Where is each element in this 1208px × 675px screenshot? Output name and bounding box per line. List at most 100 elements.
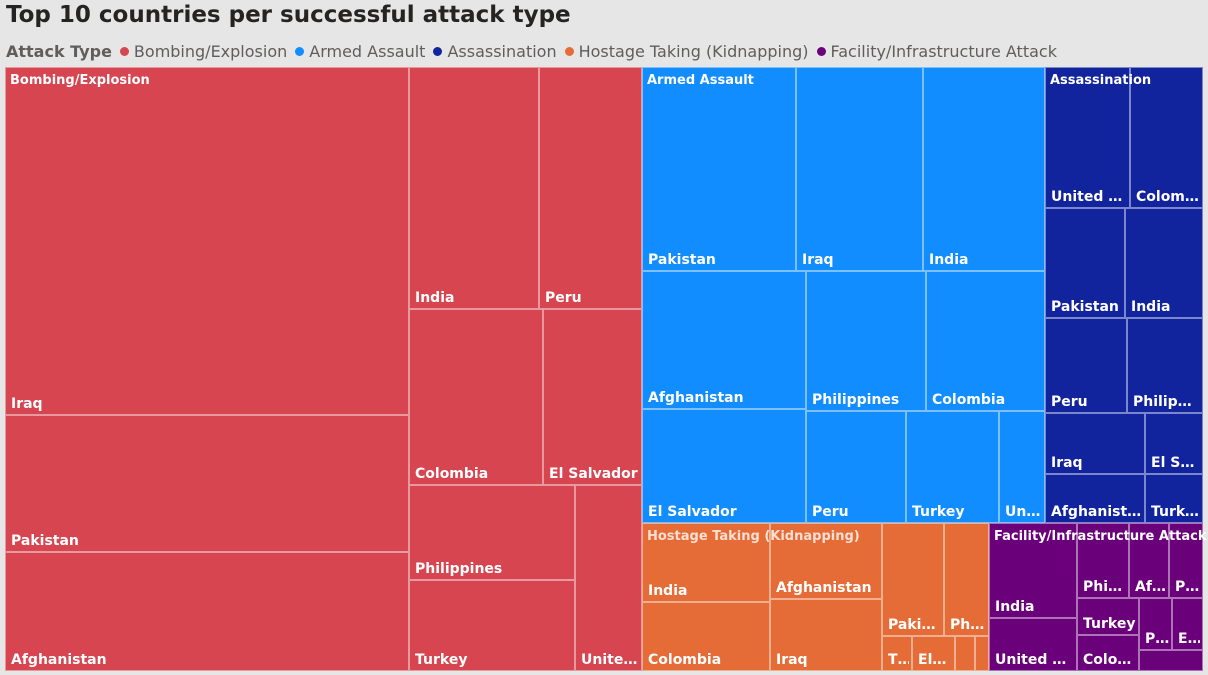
treemap-tile-facility-infrastructure-attack-phil[interactable]: Phil… xyxy=(1077,523,1129,598)
treemap-tile-bombing-explosion-philippines[interactable]: Philippines xyxy=(409,485,575,580)
treemap-tile-armed-assault-peru[interactable]: Peru xyxy=(806,411,906,523)
tile-label: Pakistan xyxy=(648,252,716,268)
tile-label: Philippines xyxy=(415,561,503,577)
tile-label: Iraq xyxy=(802,252,834,268)
tile-label: El Salvador xyxy=(648,504,737,520)
tile-label: Afghanistan xyxy=(11,652,107,668)
treemap-tile-facility-infrastructure-attack-e[interactable]: E… xyxy=(1172,598,1203,650)
treemap-tile-bombing-explosion-unite[interactable]: Unite… xyxy=(575,485,642,671)
treemap-tile-armed-assault-pakistan[interactable]: Pakistan xyxy=(642,67,796,271)
treemap-tile-bombing-explosion-iraq[interactable]: Iraq xyxy=(5,67,409,415)
treemap-tile-armed-assault-philippines[interactable]: Philippines xyxy=(806,271,926,411)
tile-label: Afghanistan xyxy=(648,390,744,406)
treemap-tile-hostage-taking-kidnapping-item-9[interactable] xyxy=(975,636,989,671)
treemap-tile-armed-assault-india[interactable]: India xyxy=(923,67,1045,271)
legend-label: Bombing/Explosion xyxy=(133,41,288,61)
treemap-tile-armed-assault-el-salvador[interactable]: El Salvador xyxy=(642,409,806,523)
legend-dot-icon xyxy=(119,46,129,56)
tile-label: Afghanistan xyxy=(776,580,872,596)
tile-label: Turkey xyxy=(1083,616,1136,632)
treemap-tile-bombing-explosion-india[interactable]: India xyxy=(409,67,539,309)
treemap-tile-armed-assault-uni[interactable]: Uni… xyxy=(999,411,1045,523)
tile-label: India xyxy=(1131,299,1171,315)
treemap-tile-armed-assault-turkey[interactable]: Turkey xyxy=(906,411,999,523)
tile-label: Peru xyxy=(812,504,849,520)
treemap-tile-assassination-philippi[interactable]: Philippi… xyxy=(1127,318,1203,413)
tile-label: Iraq xyxy=(1051,455,1083,471)
legend-dot-icon xyxy=(564,46,574,56)
tile-label: India xyxy=(415,290,455,306)
treemap-tile-armed-assault-colombia[interactable]: Colombia xyxy=(926,271,1045,411)
legend-item-facility-attack[interactable]: Facility/Infrastructure Attack xyxy=(816,41,1057,61)
legend-dot-icon xyxy=(295,46,305,56)
tile-label: Afghanistan xyxy=(1051,504,1142,520)
treemap-tile-assassination-el-sal[interactable]: El Sal… xyxy=(1145,413,1203,474)
treemap-tile-assassination-united-k[interactable]: United K… xyxy=(1045,67,1130,208)
treemap-tile-hostage-taking-kidnapping-phi[interactable]: Phi… xyxy=(944,523,989,636)
tile-label: Colombia xyxy=(648,652,722,668)
treemap-tile-facility-infrastructure-attack-colo[interactable]: Colo… xyxy=(1077,635,1139,671)
treemap-tile-bombing-explosion-turkey[interactable]: Turkey xyxy=(409,580,575,671)
tile-label: Turkey xyxy=(415,652,468,668)
legend: Attack Type Bombing/Explosion Armed Assa… xyxy=(6,40,1065,62)
tile-label: El Sal… xyxy=(1151,455,1200,471)
tile-label: Turkey xyxy=(1151,504,1200,520)
treemap-tile-assassination-colom[interactable]: Colom… xyxy=(1130,67,1203,208)
treemap-tile-facility-infrastructure-attack-india[interactable]: India xyxy=(989,523,1077,618)
treemap-tile-armed-assault-iraq[interactable]: Iraq xyxy=(796,67,923,271)
treemap-tile-facility-infrastructure-attack-af[interactable]: Af… xyxy=(1129,523,1169,598)
treemap-tile-assassination-turkey[interactable]: Turkey xyxy=(1145,474,1203,523)
legend-label: Facility/Infrastructure Attack xyxy=(830,41,1057,61)
legend-item-hostage-taking[interactable]: Hostage Taking (Kidnapping) xyxy=(564,41,809,61)
tile-label: P… xyxy=(1145,631,1169,647)
legend-dot-icon xyxy=(816,46,826,56)
chart-title: Top 10 countries per successful attack t… xyxy=(6,2,571,28)
treemap-tile-armed-assault-afghanistan[interactable]: Afghanistan xyxy=(642,271,806,409)
treemap-tile-hostage-taking-kidnapping-colombia[interactable]: Colombia xyxy=(642,602,770,671)
treemap-tile-bombing-explosion-afghanistan[interactable]: Afghanistan xyxy=(5,552,409,671)
legend-label: Armed Assault xyxy=(309,41,426,61)
treemap-tile-facility-infrastructure-attack-turkey[interactable]: Turkey xyxy=(1077,598,1139,635)
treemap-tile-hostage-taking-kidnapping-el[interactable]: El… xyxy=(912,636,955,671)
treemap-tile-facility-infrastructure-attack-item-9[interactable] xyxy=(1139,650,1203,671)
treemap-tile-facility-infrastructure-attack-p[interactable]: P… xyxy=(1139,598,1172,650)
legend-label: Hostage Taking (Kidnapping) xyxy=(578,41,809,61)
tile-label: Phil… xyxy=(1083,579,1126,595)
treemap-tile-assassination-iraq[interactable]: Iraq xyxy=(1045,413,1145,474)
tile-label: E… xyxy=(1178,631,1200,647)
tile-label: India xyxy=(929,252,969,268)
tile-label: Colombia xyxy=(932,392,1006,408)
tile-label: Pakistan xyxy=(11,533,79,549)
legend-dot-icon xyxy=(433,46,443,56)
treemap-tile-assassination-pakistan[interactable]: Pakistan xyxy=(1045,208,1125,318)
treemap-tile-bombing-explosion-el-salvador[interactable]: El Salvador xyxy=(543,309,642,485)
tile-label: India xyxy=(995,599,1035,615)
tile-label: Turkey xyxy=(912,504,965,520)
tile-label: Peru xyxy=(545,290,582,306)
treemap-tile-hostage-taking-kidnapping-t[interactable]: T… xyxy=(882,636,912,671)
treemap-tile-hostage-taking-kidnapping-item-8[interactable] xyxy=(955,636,975,671)
treemap-tile-facility-infrastructure-attack-united-ki[interactable]: United Ki… xyxy=(989,618,1077,671)
legend-title: Attack Type xyxy=(6,41,112,61)
treemap-tile-facility-infrastructure-attack-p[interactable]: P… xyxy=(1169,523,1203,598)
treemap-tile-assassination-afghanistan[interactable]: Afghanistan xyxy=(1045,474,1145,523)
treemap-tile-hostage-taking-kidnapping-iraq[interactable]: Iraq xyxy=(770,599,882,671)
treemap-tile-assassination-india[interactable]: India xyxy=(1125,208,1203,318)
legend-item-bombing[interactable]: Bombing/Explosion xyxy=(119,41,288,61)
tile-label: Philippi… xyxy=(1133,394,1200,410)
treemap-tile-assassination-peru[interactable]: Peru xyxy=(1045,318,1127,413)
treemap-tile-bombing-explosion-pakistan[interactable]: Pakistan xyxy=(5,415,409,552)
tile-label: Colo… xyxy=(1083,652,1132,668)
tile-label: Unite… xyxy=(581,652,638,668)
legend-item-armed-assault[interactable]: Armed Assault xyxy=(295,42,425,61)
tile-label: Pakistan xyxy=(1051,299,1119,315)
tile-label: Af… xyxy=(1135,579,1166,595)
treemap-tile-hostage-taking-kidnapping-india[interactable]: India xyxy=(642,523,770,602)
tile-label: India xyxy=(648,583,688,599)
treemap-tile-bombing-explosion-colombia[interactable]: Colombia xyxy=(409,309,543,485)
treemap-tile-hostage-taking-kidnapping-afghanistan[interactable]: Afghanistan xyxy=(770,523,882,599)
treemap-tile-hostage-taking-kidnapping-pakis[interactable]: Pakis… xyxy=(882,523,944,636)
legend-item-assassination[interactable]: Assassination xyxy=(433,42,557,61)
treemap-tile-bombing-explosion-peru[interactable]: Peru xyxy=(539,67,642,309)
tile-label: Uni… xyxy=(1005,504,1042,520)
